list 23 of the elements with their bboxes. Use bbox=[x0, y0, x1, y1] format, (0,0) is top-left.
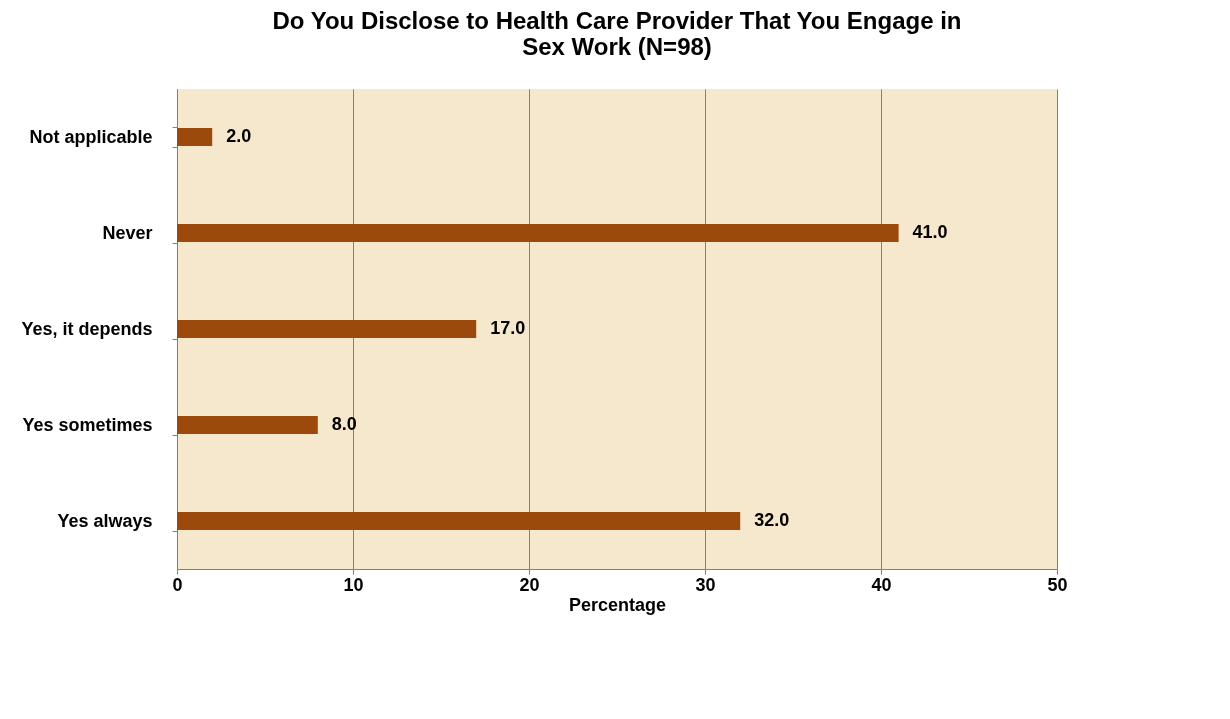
data-label: 8.0 bbox=[331, 414, 357, 434]
data-label: 41.0 bbox=[912, 222, 948, 242]
data-label: 32.0 bbox=[754, 510, 790, 530]
y-tick-label: Never bbox=[102, 222, 153, 243]
y-tick-label: Yes sometimes bbox=[22, 414, 153, 435]
x-tick-label: 50 bbox=[1047, 574, 1068, 595]
data-label: 17.0 bbox=[490, 318, 526, 338]
bar bbox=[177, 416, 318, 434]
x-tick-label: 30 bbox=[695, 574, 716, 595]
data-label: 2.0 bbox=[226, 126, 252, 146]
x-axis-title: Percentage bbox=[568, 594, 667, 615]
x-tick-label: 10 bbox=[343, 574, 364, 595]
bar bbox=[177, 512, 741, 530]
x-tick-label: 0 bbox=[172, 574, 183, 595]
x-tick-label: 20 bbox=[519, 574, 540, 595]
bar bbox=[177, 224, 899, 242]
bar bbox=[177, 128, 213, 146]
bar bbox=[177, 320, 477, 338]
y-tick-label: Yes always bbox=[57, 510, 153, 531]
x-tick-label: 40 bbox=[871, 574, 892, 595]
chart-title: Do You Disclose to Health Care Provider That You Engage in Sex Work (N=98) bbox=[272, 7, 962, 60]
y-tick-label: Yes, it depends bbox=[21, 318, 153, 339]
y-tick-label: Not applicable bbox=[29, 126, 153, 147]
